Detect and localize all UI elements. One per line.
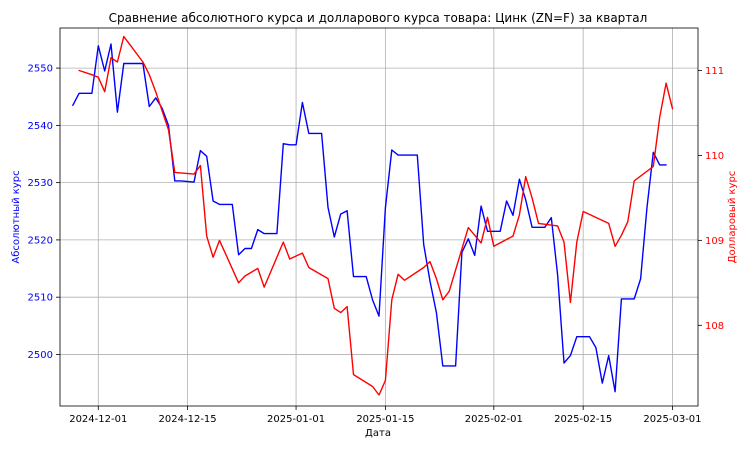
x-tick-label: 2025-03-01 (643, 414, 701, 425)
x-tick-label: 2025-01-01 (267, 414, 325, 425)
x-tick-label: 2024-12-01 (69, 414, 127, 425)
right-axis-ticks: 108 109 110 111 (698, 66, 724, 332)
left-tick-label: 2500 (28, 350, 53, 361)
x-axis-ticks: 2024-12-01 2024-12-15 2025-01-01 2025-01-15… (69, 406, 702, 425)
x-axis-label: Дата (365, 428, 391, 439)
right-tick-label: 111 (705, 66, 724, 77)
right-axis-label: Долларовый курс (727, 171, 738, 264)
left-tick-label: 2540 (28, 121, 53, 132)
left-axis-ticks: 2500 2510 2520 2530 2540 2550 (28, 64, 60, 361)
series-layer (72, 35, 674, 396)
left-tick-label: 2510 (28, 293, 53, 304)
chart-title: Сравнение абсолютного курса и долларовог… (109, 11, 648, 25)
x-tick-label: 2024-12-15 (159, 414, 217, 425)
left-tick-label: 2520 (28, 235, 53, 246)
left-tick-label: 2530 (28, 178, 53, 189)
left-axis-label: Абсолютный курс (11, 170, 22, 263)
x-tick-label: 2025-01-15 (356, 414, 414, 425)
right-tick-label: 108 (705, 321, 724, 332)
x-tick-label: 2025-02-15 (554, 414, 612, 425)
x-tick-label: 2025-02-01 (465, 414, 523, 425)
absolute-rate-line (72, 43, 667, 393)
dollar-rate-line (78, 35, 674, 396)
left-tick-label: 2550 (28, 64, 53, 75)
plot-frame (59, 27, 699, 407)
right-tick-label: 109 (705, 236, 724, 247)
right-tick-label: 110 (705, 151, 724, 162)
